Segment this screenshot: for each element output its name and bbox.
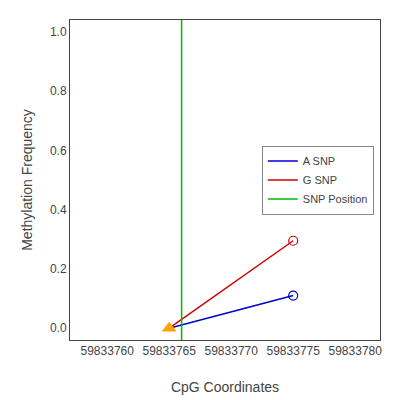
- svg-text:A SNP: A SNP: [303, 155, 335, 167]
- svg-text:59833775: 59833775: [267, 344, 321, 358]
- svg-text:Methylation Frequency: Methylation Frequency: [19, 109, 35, 251]
- svg-text:0.0: 0.0: [50, 321, 67, 335]
- svg-text:0.6: 0.6: [50, 144, 67, 158]
- svg-text:59833760: 59833760: [81, 344, 135, 358]
- svg-text:0.2: 0.2: [50, 262, 67, 276]
- svg-text:59833765: 59833765: [143, 344, 197, 358]
- svg-text:CpG Coordinates: CpG Coordinates: [171, 379, 279, 395]
- svg-text:59833770: 59833770: [205, 344, 259, 358]
- svg-text:59833780: 59833780: [329, 344, 383, 358]
- svg-text:1.0: 1.0: [50, 25, 67, 39]
- svg-text:G SNP: G SNP: [303, 174, 337, 186]
- svg-text:0.4: 0.4: [50, 203, 67, 217]
- svg-text:SNP Position: SNP Position: [303, 193, 368, 205]
- svg-text:0.8: 0.8: [50, 84, 67, 98]
